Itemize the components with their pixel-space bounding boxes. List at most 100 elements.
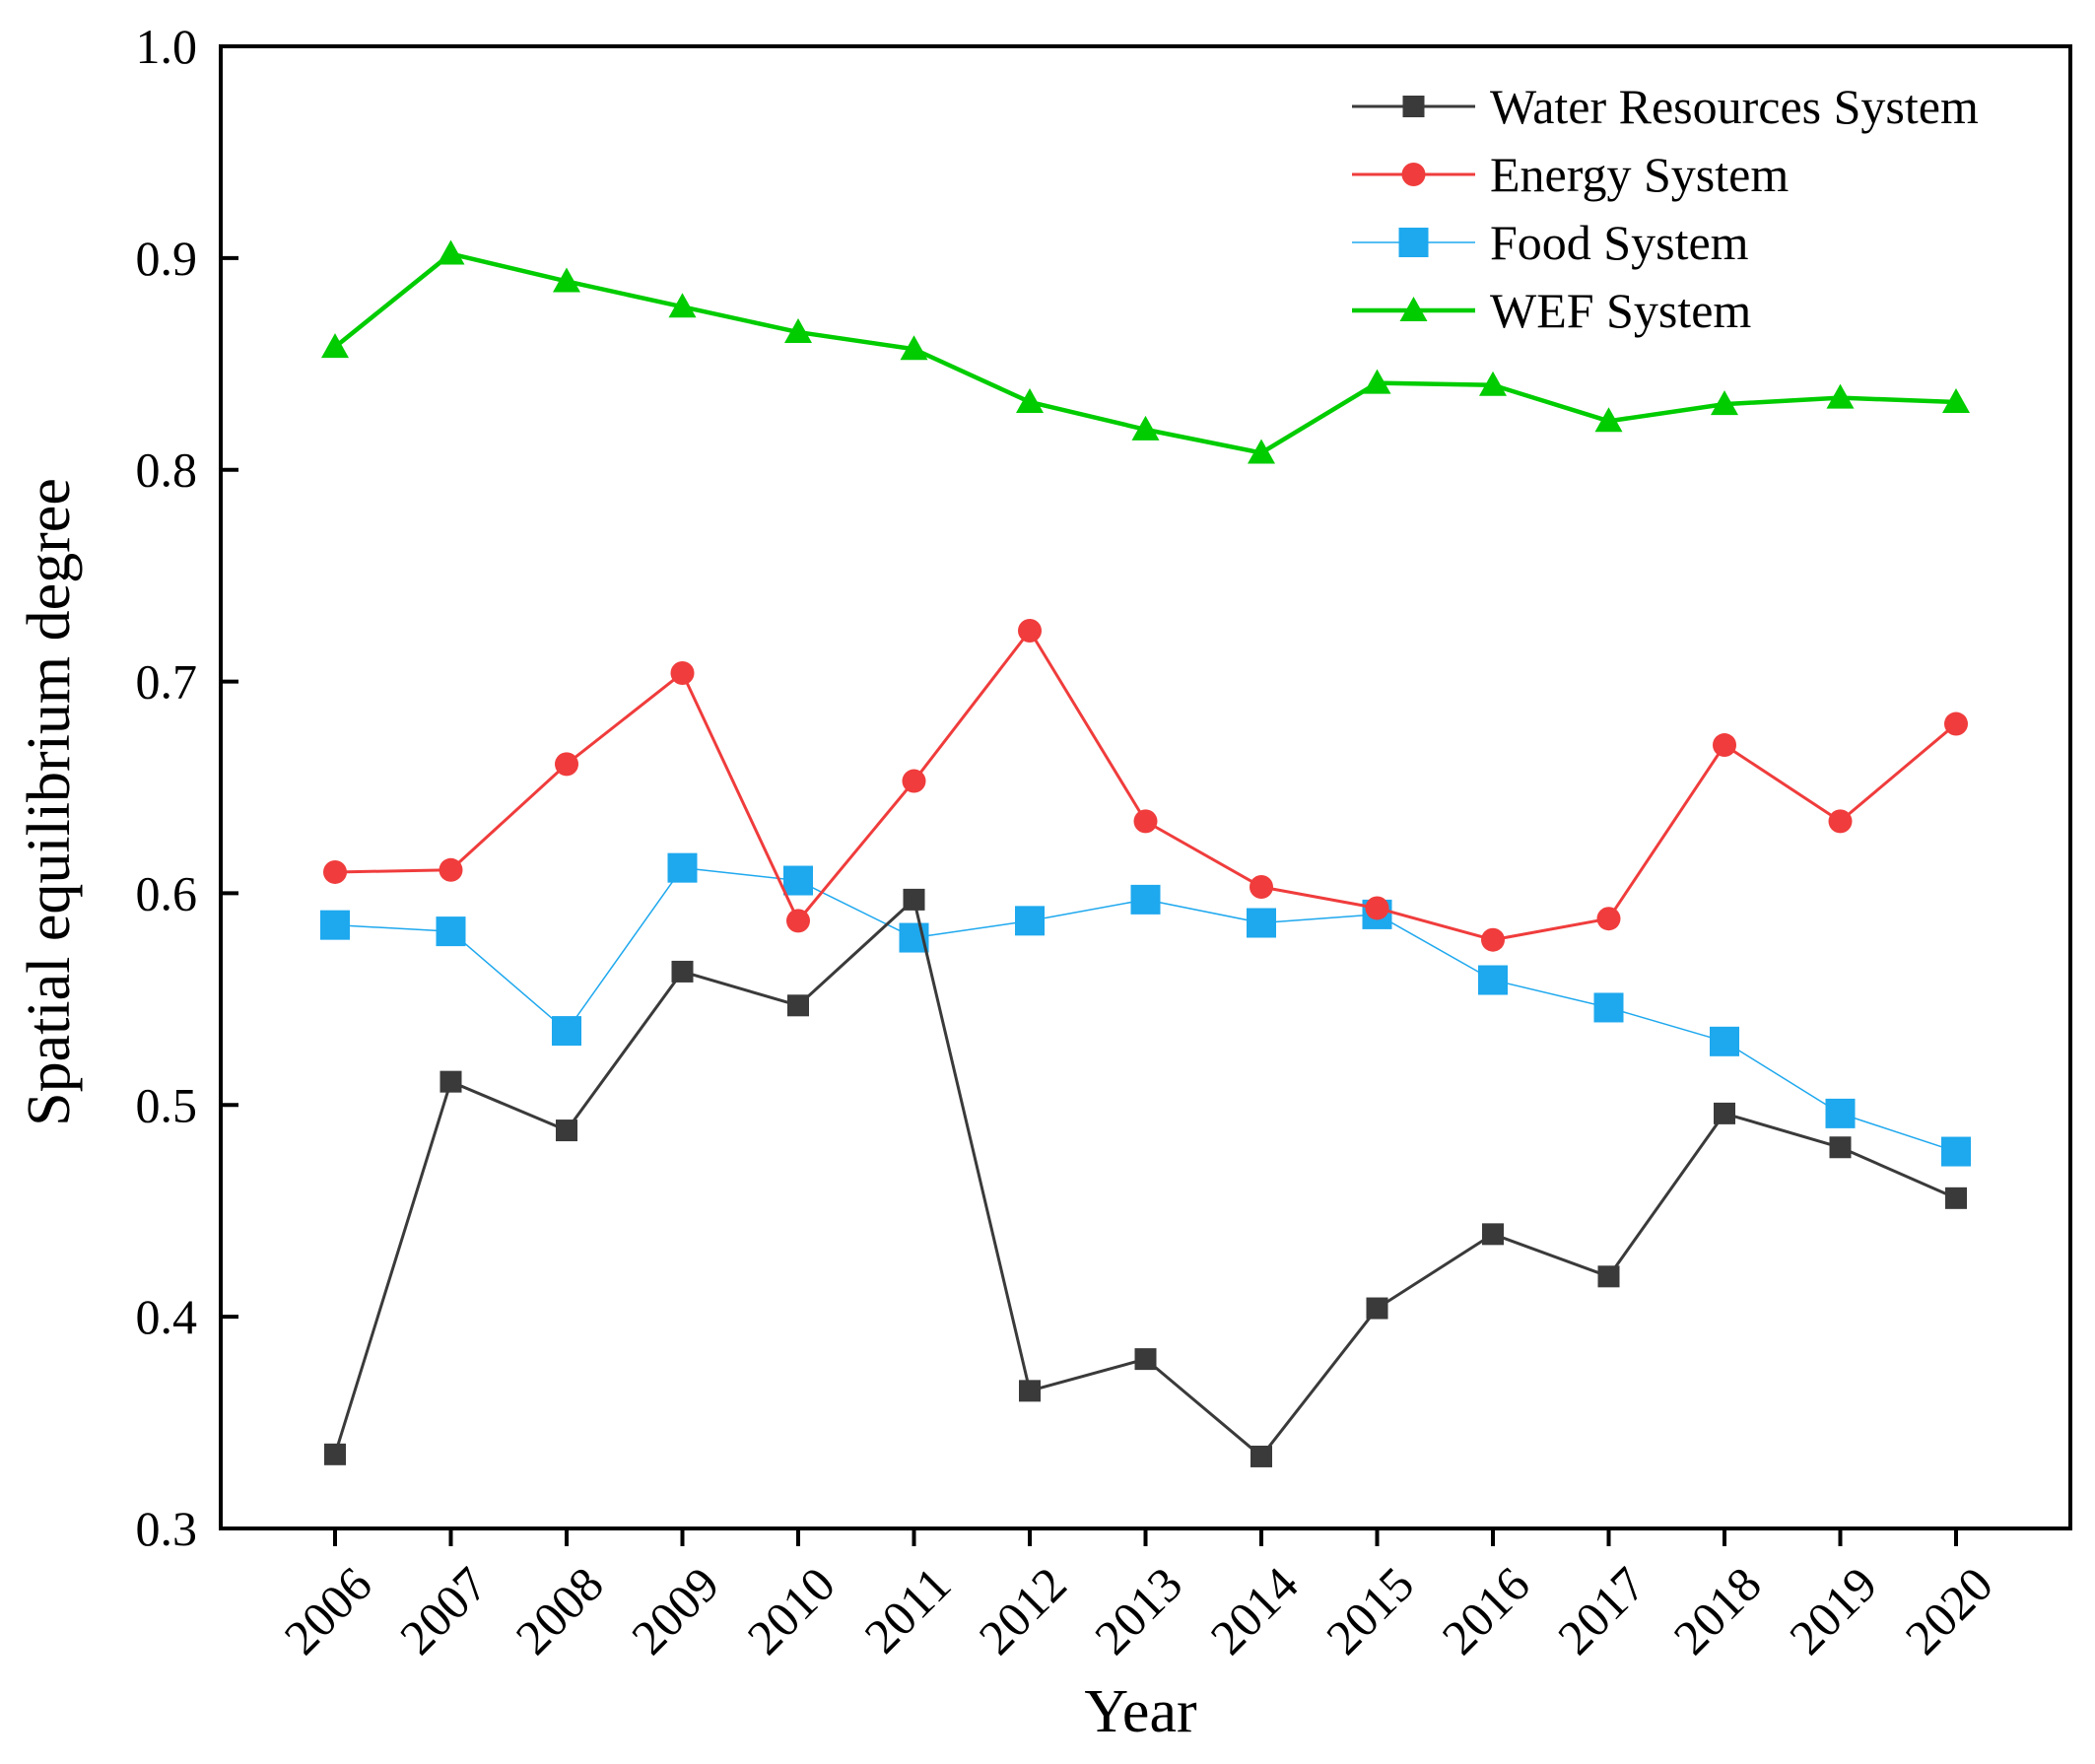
data-point: [1481, 927, 1505, 952]
data-point: [1015, 906, 1045, 936]
data-point: [439, 857, 463, 882]
legend-marker: [1398, 228, 1429, 257]
x-tick-label: 2014: [1199, 1556, 1308, 1664]
series-water-resources-system: [324, 888, 1967, 1467]
data-point: [667, 852, 698, 883]
x-tick-label: 2009: [621, 1556, 729, 1664]
data-point: [1713, 733, 1736, 758]
data-point: [1942, 387, 1970, 413]
data-point: [1825, 1098, 1856, 1128]
data-point: [321, 333, 349, 359]
data-point: [1828, 809, 1853, 834]
x-tick-label: 2018: [1662, 1556, 1771, 1664]
y-tick-label: 0.6: [136, 865, 198, 920]
data-point: [1133, 809, 1158, 834]
legend-marker: [1399, 297, 1428, 321]
x-tick-label: 2017: [1547, 1556, 1656, 1664]
data-point: [1594, 407, 1623, 433]
y-tick-label: 1.0: [136, 19, 198, 74]
legend-label: Energy System: [1490, 147, 1789, 202]
data-point: [1365, 896, 1389, 920]
data-point: [903, 888, 925, 911]
y-axis-ticks: 0.3 0.4 0.5 0.6 0.7 0.8 0.9 1.0: [136, 19, 238, 1556]
legend-marker: [1402, 96, 1425, 117]
x-tick-label: 2008: [505, 1556, 613, 1664]
data-point: [1593, 992, 1624, 1023]
data-point: [555, 752, 578, 777]
data-point: [1019, 1380, 1041, 1402]
data-point: [320, 910, 350, 940]
legend-label: Water Resources System: [1490, 79, 1979, 134]
data-point: [900, 335, 928, 361]
data-point: [1482, 1223, 1504, 1246]
data-point: [787, 994, 809, 1017]
data-point: [1714, 1102, 1735, 1124]
y-tick-label: 0.4: [136, 1289, 198, 1344]
data-point: [1018, 619, 1042, 644]
legend-entry: Food System: [1352, 215, 1749, 270]
data-point: [1479, 371, 1507, 396]
data-point: [1130, 884, 1161, 915]
data-point: [1710, 1026, 1739, 1056]
data-point: [1944, 712, 1968, 736]
x-tick-label: 2011: [853, 1556, 961, 1663]
x-tick-label: 2016: [1431, 1556, 1539, 1664]
series-food-system: [320, 852, 1971, 1167]
data-point: [783, 865, 813, 896]
data-point: [1248, 439, 1275, 464]
x-tick-label: 2019: [1779, 1556, 1887, 1664]
x-tick-label: 2007: [389, 1556, 498, 1664]
data-point: [323, 859, 347, 884]
data-point: [1826, 383, 1855, 409]
legend-label: Food System: [1490, 215, 1749, 270]
data-point: [553, 267, 580, 293]
data-point: [786, 909, 810, 933]
data-point: [784, 318, 812, 344]
legend-entry: Energy System: [1352, 147, 1789, 202]
x-axis-title: Year: [1084, 1678, 1197, 1745]
data-point: [1945, 1187, 1967, 1209]
data-point: [436, 916, 466, 947]
data-point: [668, 293, 697, 318]
data-point: [552, 1016, 581, 1047]
data-point: [1596, 907, 1621, 931]
x-tick-label: 2015: [1316, 1556, 1424, 1664]
legend-marker: [1401, 163, 1426, 186]
series-wef-system: [321, 239, 1970, 464]
legend: Water Resources System Energy System Food …: [1352, 79, 1979, 338]
data-point: [1250, 874, 1273, 899]
legend-label: WEF System: [1490, 283, 1751, 338]
legend-entry: Water Resources System: [1352, 79, 1979, 134]
y-tick-label: 0.5: [136, 1077, 198, 1132]
data-point: [1016, 387, 1044, 413]
x-tick-label: 2020: [1894, 1556, 2002, 1664]
data-point: [671, 960, 694, 983]
y-axis-title: Spatial equilibrium degree: [16, 478, 83, 1126]
x-tick-label: 2006: [273, 1556, 381, 1664]
y-tick-label: 0.3: [136, 1501, 198, 1556]
data-point: [670, 660, 695, 685]
x-tick-label: 2012: [968, 1556, 1076, 1664]
data-point: [1711, 390, 1738, 416]
data-point: [1829, 1136, 1852, 1159]
data-point: [1366, 1297, 1388, 1320]
x-axis-ticks: 2006 2007 2008 2009 2010 2011 2012 2013 2014 2015…: [273, 1528, 2003, 1664]
series-energy-system: [323, 619, 1968, 952]
data-point: [1363, 369, 1391, 394]
data-point: [1247, 908, 1276, 938]
series-line: [333, 898, 1957, 1459]
data-point: [902, 769, 926, 793]
data-point: [1597, 1265, 1620, 1288]
y-tick-label: 0.9: [136, 231, 198, 286]
y-tick-label: 0.7: [136, 654, 198, 710]
data-point: [1131, 415, 1160, 441]
data-point: [1941, 1136, 1971, 1167]
plot-frame: [219, 44, 2072, 1530]
data-point: [556, 1119, 577, 1142]
data-point: [437, 239, 465, 265]
data-point: [1250, 1445, 1272, 1467]
legend-entry: WEF System: [1352, 283, 1751, 338]
data-point: [1478, 965, 1508, 995]
data-point: [324, 1443, 346, 1465]
